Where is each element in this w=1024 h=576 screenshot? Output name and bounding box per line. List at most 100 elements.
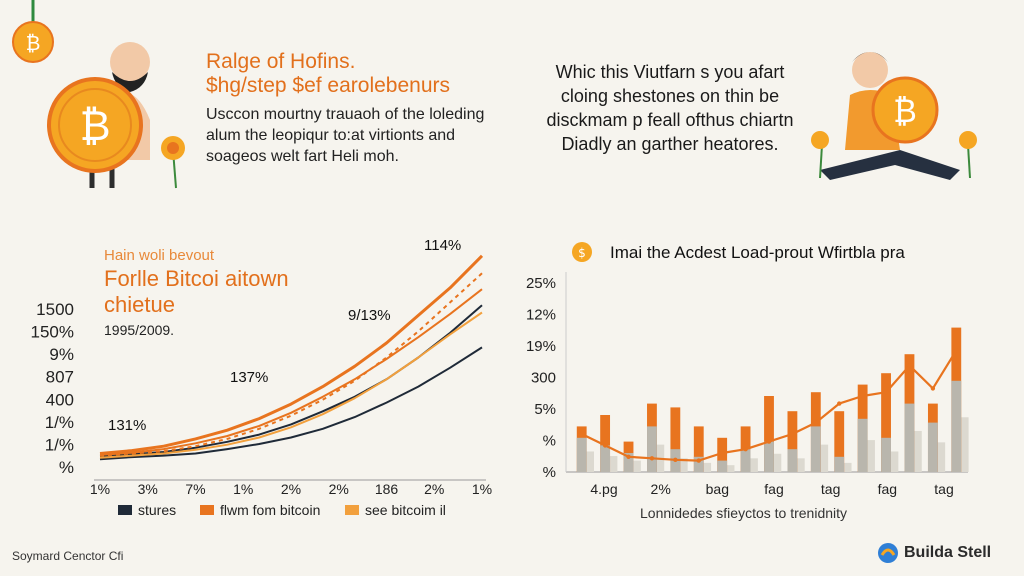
right-bar-background — [819, 444, 829, 472]
left-x-tick-label: 7% — [185, 481, 205, 497]
right-bar-background — [795, 458, 805, 472]
left-y-tick-label: 400 — [46, 390, 74, 409]
brand-name: Builda Stell — [904, 544, 992, 561]
left-x-tick-label: 1% — [233, 481, 253, 497]
left-x-tick-label: 2% — [424, 481, 444, 497]
right-header-line: cloing shestones on thin be — [560, 86, 780, 106]
person-with-bitcoin-illustration: ₿ ₿ — [12, 0, 185, 189]
left-y-tick-label: 9% — [49, 345, 74, 364]
left-x-tick-label: 1% — [90, 481, 110, 497]
bitcoin-coin-icon — [12, 21, 54, 63]
right-y-tick-label: % — [543, 464, 556, 481]
left-chart-subtitle: Hain woli bevout — [104, 247, 215, 264]
right-trend-point — [673, 457, 678, 463]
right-bar-gray — [717, 460, 728, 472]
right-header-line: disckmam p feall ofthus chiartn — [546, 110, 794, 130]
left-header-title: Ralge of Hofins. $hg/step $ef earolebenu… — [206, 50, 450, 98]
right-bar-gray — [904, 403, 915, 472]
right-chart-x-caption: Lonnidedes sfieyctos to trenidnity — [640, 505, 848, 521]
flower-icon — [959, 131, 977, 149]
right-chart-title: Imai the Acdest Load-prout Wfirtbla pra — [610, 243, 905, 262]
legend-swatch — [200, 505, 214, 515]
left-header-body-line: Usccon mourtny trauaoh of the loleding — [206, 106, 485, 123]
left-chart-annotation: 114% — [424, 237, 461, 254]
right-bar-gray — [810, 426, 821, 472]
right-trend-point — [954, 348, 959, 353]
right-bar-gray — [787, 449, 798, 472]
right-y-tick-label: 5% — [534, 401, 556, 418]
bitcoin-coin-icon — [871, 76, 939, 144]
right-trend-point — [719, 450, 725, 456]
left-series-line — [99, 304, 483, 458]
right-bar-orange — [693, 426, 704, 472]
right-bar-background — [959, 417, 969, 472]
svg-text:₿: ₿ — [26, 31, 41, 55]
right-bar-gray — [647, 426, 657, 472]
right-bar-gray — [881, 437, 891, 472]
right-x-tick-label: tag — [934, 481, 953, 497]
left-header-title-line: Ralge of Hofins. — [206, 50, 356, 73]
right-x-tick-label: fag — [764, 481, 783, 497]
right-bar-gray — [927, 422, 938, 472]
right-bar-gray — [623, 453, 634, 472]
right-bar-gray — [576, 437, 587, 472]
right-x-tick-label: bag — [706, 481, 729, 497]
left-chart-title-line: Forlle Bitcoi aitown — [104, 266, 289, 291]
left-series-line — [99, 254, 484, 455]
right-bar-background — [608, 456, 618, 472]
right-trend-point — [626, 454, 631, 459]
left-x-tick-label: 186 — [375, 481, 399, 497]
left-header-title-line: $hg/step $ef earolebenurs — [206, 74, 451, 97]
coin-badge-icon: $ — [572, 242, 592, 262]
right-bar-background — [866, 440, 875, 472]
right-trend-point — [743, 447, 748, 452]
right-y-tick-label: 19% — [526, 338, 556, 355]
legend-swatch — [118, 505, 132, 515]
right-y-tick-label: 25% — [526, 275, 556, 292]
legend-item: flwm fom bitcoin — [200, 502, 320, 518]
right-x-tick-label: 2% — [651, 481, 671, 497]
left-header-body-line: soageos welt fart Heli moh. — [206, 148, 399, 165]
right-bar-orange — [764, 396, 774, 472]
right-bar-background — [702, 462, 712, 472]
left-chart-annotation: 137% — [230, 369, 268, 386]
left-chart-title: Forlle Bitcoi aitown chietue — [104, 266, 289, 318]
left-y-tick-label: % — [59, 458, 74, 477]
left-x-tick-label: 3% — [138, 481, 158, 497]
right-bar-orange — [881, 373, 891, 472]
legend-label: see bitcoim il — [365, 502, 446, 518]
brand: Builda Stell — [876, 541, 991, 565]
right-bar-gray — [764, 441, 774, 472]
right-bar-background — [725, 465, 735, 472]
left-chart-annotation: 9/13% — [348, 307, 391, 324]
right-trend-point — [602, 443, 608, 448]
right-bar-background — [772, 453, 782, 472]
legend-swatch — [345, 505, 359, 515]
brand-logo-icon — [878, 543, 898, 563]
right-bar-background — [631, 460, 641, 472]
right-trend-point — [813, 420, 819, 425]
right-bar-orange — [787, 411, 798, 472]
svg-text:₿: ₿ — [893, 92, 917, 130]
right-trend-point — [696, 458, 701, 463]
right-trend-point — [930, 386, 936, 391]
right-bar-background — [678, 458, 688, 472]
right-trend-point — [649, 456, 655, 461]
right-y-tick-label: 300 — [531, 370, 556, 387]
right-bar-background — [889, 451, 899, 472]
left-y-tick-label: 1/% — [45, 413, 74, 432]
svg-text:$: $ — [578, 246, 586, 260]
legend-item: see bitcoim il — [345, 502, 446, 518]
right-bar-orange — [670, 407, 681, 472]
right-bar-gray — [600, 445, 611, 472]
right-x-tick-label: tag — [821, 481, 840, 497]
left-chart-title-line: chietue — [104, 292, 175, 317]
right-bar-background — [585, 451, 594, 472]
right-bar-gray — [834, 456, 845, 472]
left-header-body-line: alum the leopiqur to:at virtionts and — [206, 127, 456, 144]
legend-item: stures — [118, 502, 176, 518]
left-y-tick-label: 150% — [31, 323, 74, 342]
sitting-person-illustration: ₿ — [811, 52, 977, 180]
right-header-line: Diadly an garther heatores. — [561, 134, 779, 154]
